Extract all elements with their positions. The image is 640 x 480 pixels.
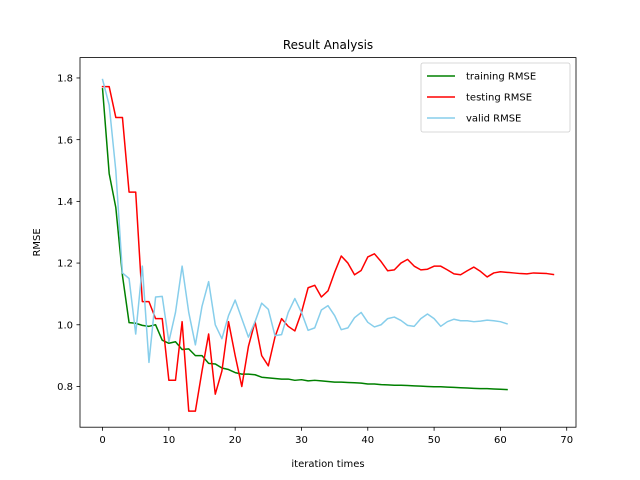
series-layer <box>101 78 555 412</box>
x-tick-label: 70 <box>560 435 573 446</box>
series-line-1 <box>101 85 555 412</box>
y-axis: 0.8 1.0 1.2 1.4 1.6 1.8 <box>57 74 80 393</box>
x-axis-label: iteration times <box>291 459 364 470</box>
legend-label-1: testing RMSE <box>466 93 532 104</box>
y-tick-label: 0.8 <box>57 382 73 393</box>
x-tick-label: 40 <box>361 435 374 446</box>
x-tick-label: 30 <box>295 435 308 446</box>
y-axis-label: RMSE <box>32 228 43 256</box>
x-tick-label: 0 <box>99 435 105 446</box>
y-tick-label: 1.2 <box>57 259 73 270</box>
plot-frame <box>79 57 577 428</box>
y-tick-label: 1.6 <box>57 135 73 146</box>
y-tick-label: 1.0 <box>57 320 73 331</box>
x-tick-label: 20 <box>229 435 242 446</box>
y-tick-label: 1.4 <box>57 197 73 208</box>
series-line-2 <box>101 78 508 364</box>
y-tick-label: 1.8 <box>57 74 73 85</box>
x-tick-label: 10 <box>162 435 175 446</box>
legend-frame <box>420 62 571 133</box>
chart-title: Result Analysis <box>283 38 373 52</box>
legend-label-0: training RMSE <box>466 72 536 83</box>
x-tick-label: 50 <box>428 435 441 446</box>
legend-label-2: valid RMSE <box>466 114 521 125</box>
x-tick-label: 60 <box>494 435 507 446</box>
series-line-0 <box>101 87 508 391</box>
legend: training RMSE testing RMSE valid RMSE <box>420 62 571 133</box>
x-axis: 0 10 20 30 40 50 60 70 <box>99 427 573 446</box>
